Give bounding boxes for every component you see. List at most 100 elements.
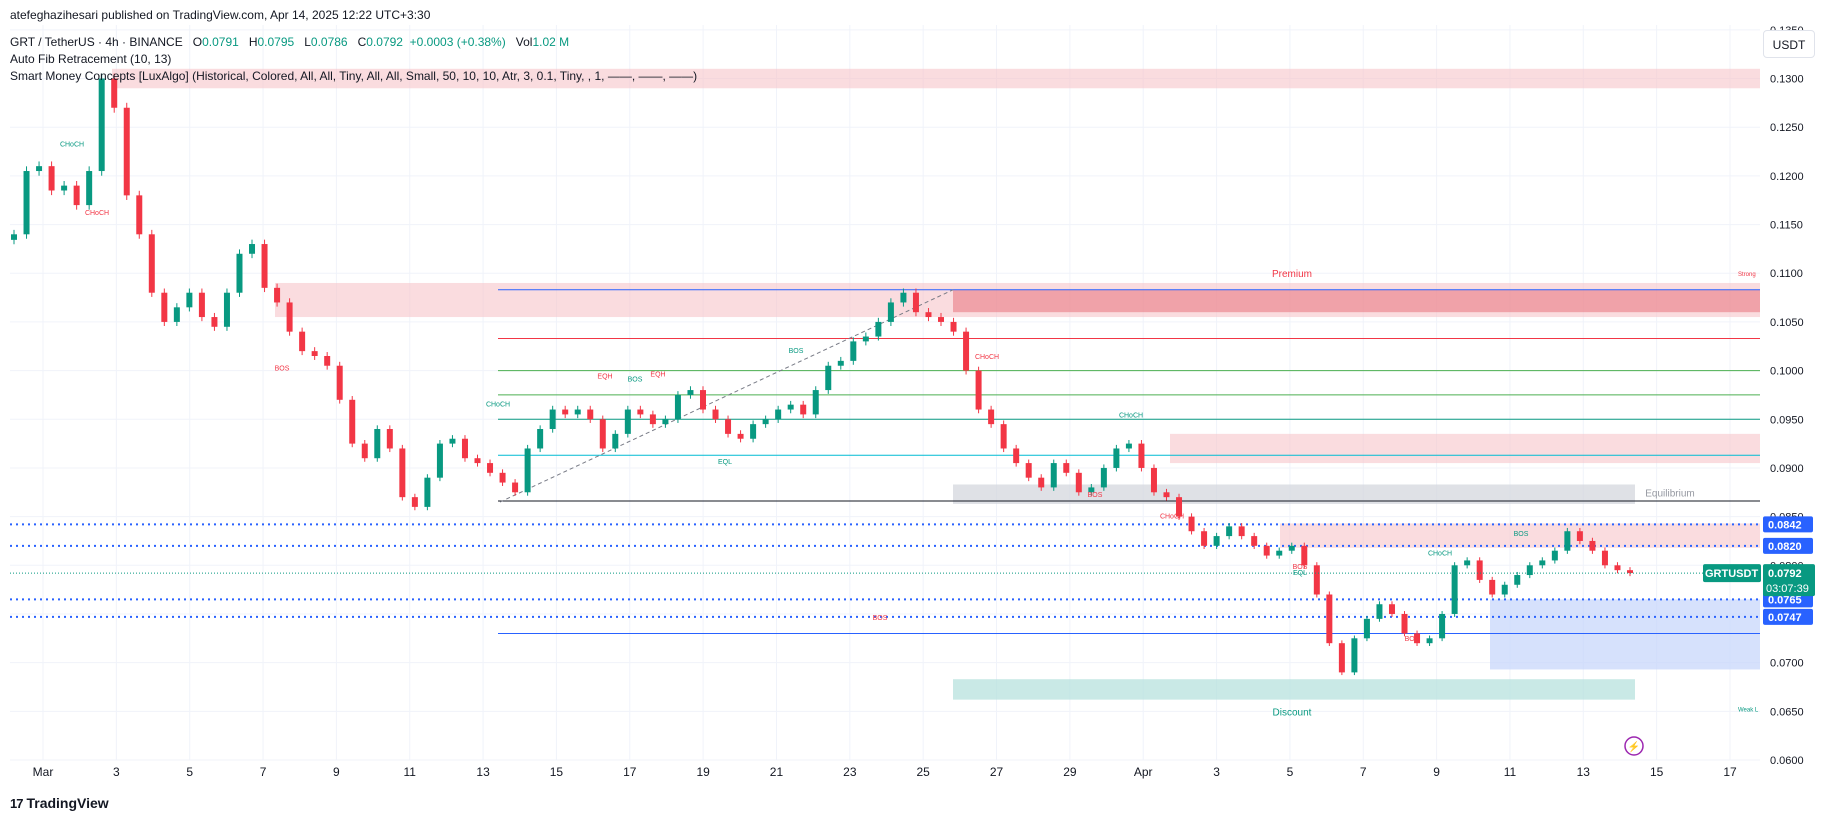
- structure-label: BOS: [1405, 636, 1420, 643]
- candle-body: [850, 341, 857, 361]
- candle-body: [624, 409, 631, 434]
- candle-body: [499, 472, 506, 483]
- last-price-label: 0.0792: [1768, 568, 1802, 580]
- candle-body: [1288, 545, 1295, 551]
- candle-body: [86, 171, 93, 206]
- candle-body: [1000, 424, 1007, 449]
- x-tick-label: 25: [916, 765, 930, 779]
- candle-body: [186, 292, 193, 308]
- candle-body: [938, 317, 945, 322]
- candle-body: [750, 424, 757, 439]
- candle-body: [537, 429, 544, 449]
- y-tick-label: 0.1150: [1770, 220, 1803, 232]
- structure-label: CHoCH: [1160, 514, 1184, 521]
- candle-body: [1163, 492, 1170, 498]
- indicator-smc-label[interactable]: Smart Money Concepts [LuxAlgo] (Historic…: [10, 69, 698, 83]
- symbol-label[interactable]: GRT / TetherUS · 4h · BINANCE: [10, 35, 183, 49]
- candle-body: [436, 443, 443, 478]
- candle-body: [963, 331, 970, 371]
- price-tag-bg: [1763, 537, 1813, 554]
- discount-zone: [953, 679, 1635, 700]
- structure-label: CHoCH: [1119, 412, 1143, 419]
- candle-body: [1226, 526, 1233, 537]
- candle-body: [1363, 618, 1370, 639]
- candle-body: [612, 433, 619, 449]
- x-tick-label: 29: [1063, 765, 1077, 779]
- currency-button[interactable]: USDT: [1763, 30, 1815, 58]
- close-label: C: [357, 35, 367, 49]
- y-tick-label: 0.0900: [1770, 463, 1804, 475]
- candle-body: [800, 404, 807, 415]
- structure-label: EQH: [597, 373, 612, 380]
- candle-body: [1439, 613, 1446, 639]
- x-tick-label: Apr: [1134, 765, 1153, 779]
- high-label: H: [248, 35, 258, 49]
- tradingview-logo[interactable]: 17 TradingView: [10, 795, 109, 811]
- candle-body: [23, 171, 30, 235]
- x-tick-label: 13: [476, 765, 490, 779]
- candle-body: [1100, 467, 1107, 488]
- candle-body: [1414, 633, 1421, 644]
- y-tick-label: 0.1000: [1770, 366, 1804, 378]
- candle-body: [1476, 560, 1483, 580]
- candle-body: [261, 244, 268, 288]
- structure-label: BOS: [873, 615, 888, 622]
- change-value: +0.0003 (+0.38%): [409, 35, 506, 49]
- candle-body: [48, 166, 55, 191]
- candle-body: [1376, 604, 1383, 619]
- candle-body: [36, 166, 43, 172]
- candle-body: [1038, 477, 1045, 488]
- candle-body: [599, 419, 606, 449]
- candle-body: [887, 302, 894, 322]
- structure-label: BOS: [1293, 564, 1308, 571]
- candle-body: [975, 370, 982, 410]
- x-tick-label: 5: [1287, 765, 1294, 779]
- candle-body: [1301, 545, 1308, 566]
- candle-body: [349, 399, 356, 444]
- structure-label: EQH: [650, 371, 665, 378]
- candle-body: [1526, 565, 1533, 576]
- x-tick-label: 13: [1577, 765, 1591, 779]
- candle-body: [424, 477, 431, 507]
- low-value: 0.0786: [310, 35, 348, 49]
- candle-body: [61, 185, 68, 191]
- candle-body: [411, 497, 418, 507]
- candle-body: [1063, 463, 1070, 473]
- candle-body: [1489, 579, 1496, 595]
- candle-body: [173, 307, 180, 322]
- structure-label: BOS: [789, 348, 804, 355]
- candle-body: [1125, 443, 1132, 449]
- x-tick-label: 11: [404, 765, 417, 779]
- x-tick-label: 3: [113, 765, 120, 779]
- symbol-ohlc-line: GRT / TetherUS · 4h · BINANCE O0.0791 H0…: [10, 35, 569, 49]
- candle-body: [286, 302, 293, 332]
- candle-body: [725, 419, 732, 434]
- candle-body: [699, 390, 706, 410]
- supply-zone: [112, 68, 1760, 89]
- y-tick-label: 0.0600: [1770, 755, 1804, 767]
- candle-body: [449, 438, 456, 444]
- tradingview-logo-text: TradingView: [26, 795, 109, 811]
- candle-body: [1426, 638, 1433, 644]
- candle-body: [862, 336, 869, 342]
- candle-body: [549, 409, 556, 430]
- weak-low-label: Weak L: [1738, 707, 1759, 713]
- candle-body: [1451, 565, 1458, 614]
- candle-body: [587, 409, 594, 420]
- candle-body: [336, 365, 343, 400]
- indicator-fib-label[interactable]: Auto Fib Retracement (10, 13): [10, 52, 172, 66]
- candle-body: [123, 107, 130, 196]
- candle-body: [950, 321, 957, 332]
- candle-body: [1501, 584, 1508, 595]
- candle-body: [1050, 463, 1057, 488]
- price-tag-label: 0.0842: [1768, 519, 1802, 531]
- candle-body: [1251, 536, 1258, 546]
- candle-body: [825, 365, 832, 391]
- candle-body: [1075, 472, 1082, 493]
- candle-body: [11, 234, 17, 240]
- candle-body: [1025, 463, 1032, 478]
- structure-label: CHoCH: [1428, 551, 1452, 558]
- high-value: 0.0795: [257, 35, 295, 49]
- equilibrium-zone: [953, 484, 1635, 504]
